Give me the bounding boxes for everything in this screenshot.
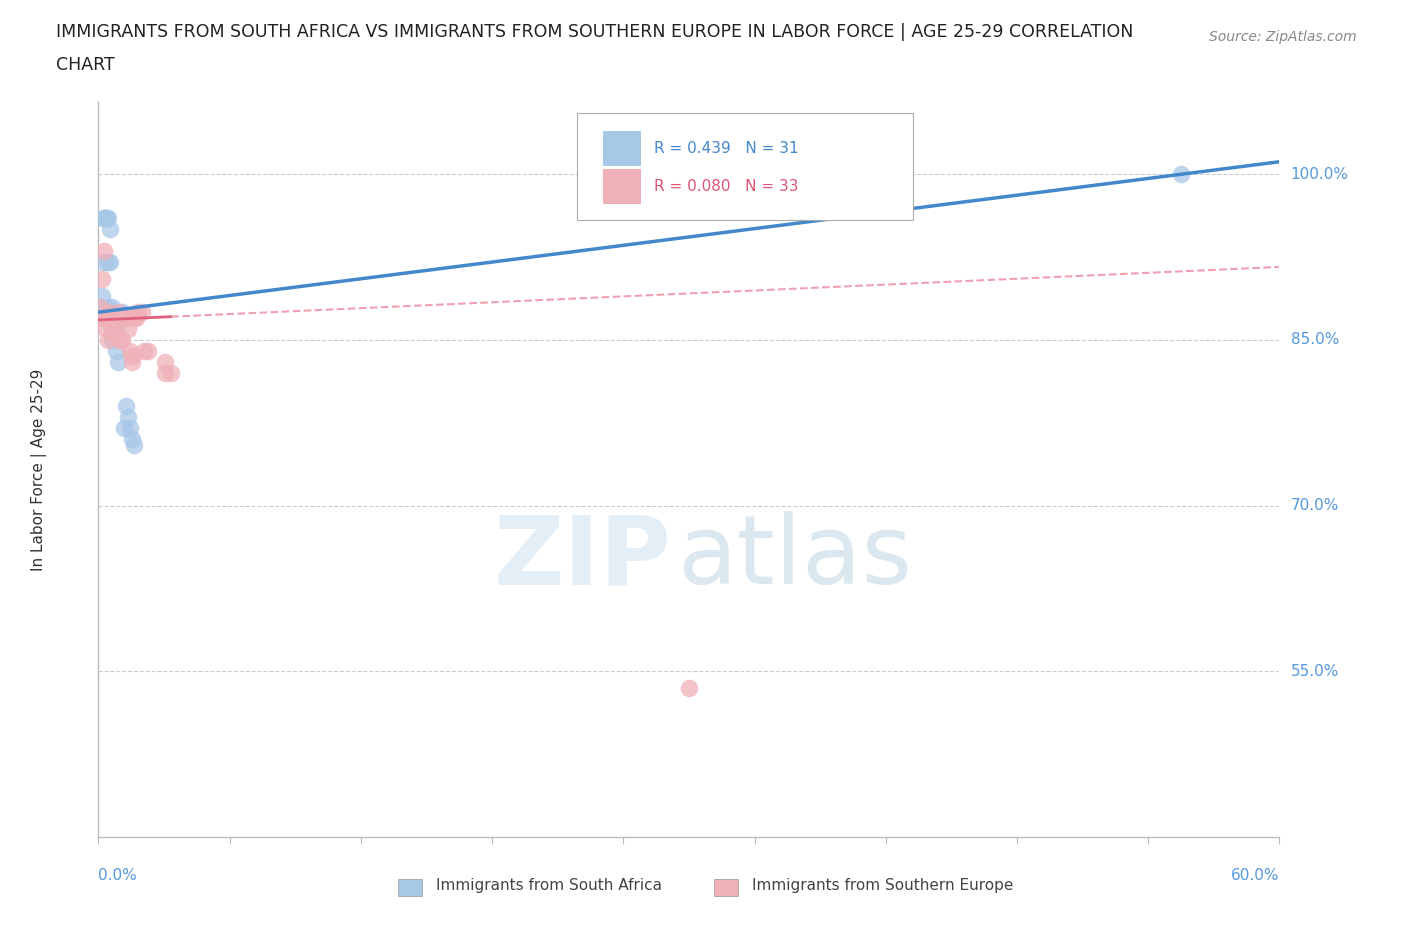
Point (97, 305, 120, 320)
Bar (603, 169, 641, 205)
Point (108, 332, 131, 347)
Point (96, 211, 118, 226)
Point (98, 222, 121, 237)
Text: 0.0%: 0.0% (98, 868, 138, 883)
Point (93, 255, 115, 270)
Point (98, 311, 121, 325)
Point (97, 332, 120, 347)
Point (91, 288, 114, 303)
Point (89, 299, 111, 314)
Text: CHART: CHART (56, 56, 115, 73)
Point (89, 299, 111, 314)
Point (91, 272, 114, 286)
Point (136, 343, 159, 358)
Point (101, 299, 124, 314)
Point (97, 211, 120, 226)
Text: Source: ZipAtlas.com: Source: ZipAtlas.com (1209, 30, 1357, 44)
Point (111, 305, 134, 320)
Text: R = 0.080   N = 33: R = 0.080 N = 33 (654, 179, 799, 194)
Text: IMMIGRANTS FROM SOUTH AFRICA VS IMMIGRANTS FROM SOUTHERN EUROPE IN LABOR FORCE |: IMMIGRANTS FROM SOUTH AFRICA VS IMMIGRAN… (56, 23, 1133, 41)
Point (1170, 166, 1192, 181)
Text: R = 0.439   N = 31: R = 0.439 N = 31 (654, 141, 799, 156)
Point (121, 432, 143, 446)
Point (118, 420, 141, 435)
Point (155, 354, 177, 369)
Text: ZIP: ZIP (494, 512, 671, 604)
Point (118, 343, 141, 358)
Point (107, 311, 129, 325)
Point (98, 255, 121, 270)
Point (115, 311, 138, 325)
Point (105, 322, 128, 337)
Point (160, 365, 183, 380)
Point (89, 311, 111, 325)
Point (107, 354, 129, 369)
Point (107, 305, 129, 320)
Point (117, 322, 139, 337)
Bar (603, 131, 641, 166)
Point (132, 343, 155, 358)
Point (112, 420, 135, 435)
Point (89, 305, 111, 320)
Point (101, 326, 124, 341)
Point (155, 365, 177, 380)
Point (122, 437, 145, 452)
Text: In Labor Force | Age 25-29: In Labor Force | Age 25-29 (31, 368, 48, 571)
Point (103, 311, 125, 325)
Point (91, 311, 114, 325)
Point (125, 311, 148, 325)
Point (122, 311, 145, 325)
Point (97, 255, 120, 270)
Point (107, 311, 129, 325)
Point (105, 343, 128, 358)
Point (678, 681, 700, 696)
Point (96, 211, 118, 226)
Text: Immigrants from South Africa: Immigrants from South Africa (436, 878, 662, 893)
Point (96, 311, 118, 325)
Text: 70.0%: 70.0% (1291, 498, 1339, 513)
Point (121, 349, 143, 364)
Text: 55.0%: 55.0% (1291, 664, 1339, 679)
Point (115, 399, 138, 414)
Point (97, 299, 120, 314)
Point (93, 211, 115, 226)
Text: atlas: atlas (678, 512, 912, 604)
Point (121, 354, 143, 369)
Point (103, 311, 125, 325)
Text: Immigrants from Southern Europe: Immigrants from Southern Europe (752, 878, 1014, 893)
Point (127, 305, 149, 320)
Point (117, 410, 139, 425)
Point (93, 211, 115, 226)
Point (93, 244, 115, 259)
Point (96, 322, 118, 337)
Point (111, 332, 134, 347)
FancyBboxPatch shape (576, 113, 914, 219)
Point (91, 311, 114, 325)
Text: 60.0%: 60.0% (1232, 868, 1279, 883)
Point (93, 211, 115, 226)
Point (101, 322, 124, 337)
Point (101, 332, 124, 347)
Point (131, 305, 153, 320)
Point (112, 311, 135, 325)
Text: 100.0%: 100.0% (1291, 166, 1348, 181)
Point (108, 311, 131, 325)
Text: 85.0%: 85.0% (1291, 332, 1339, 347)
